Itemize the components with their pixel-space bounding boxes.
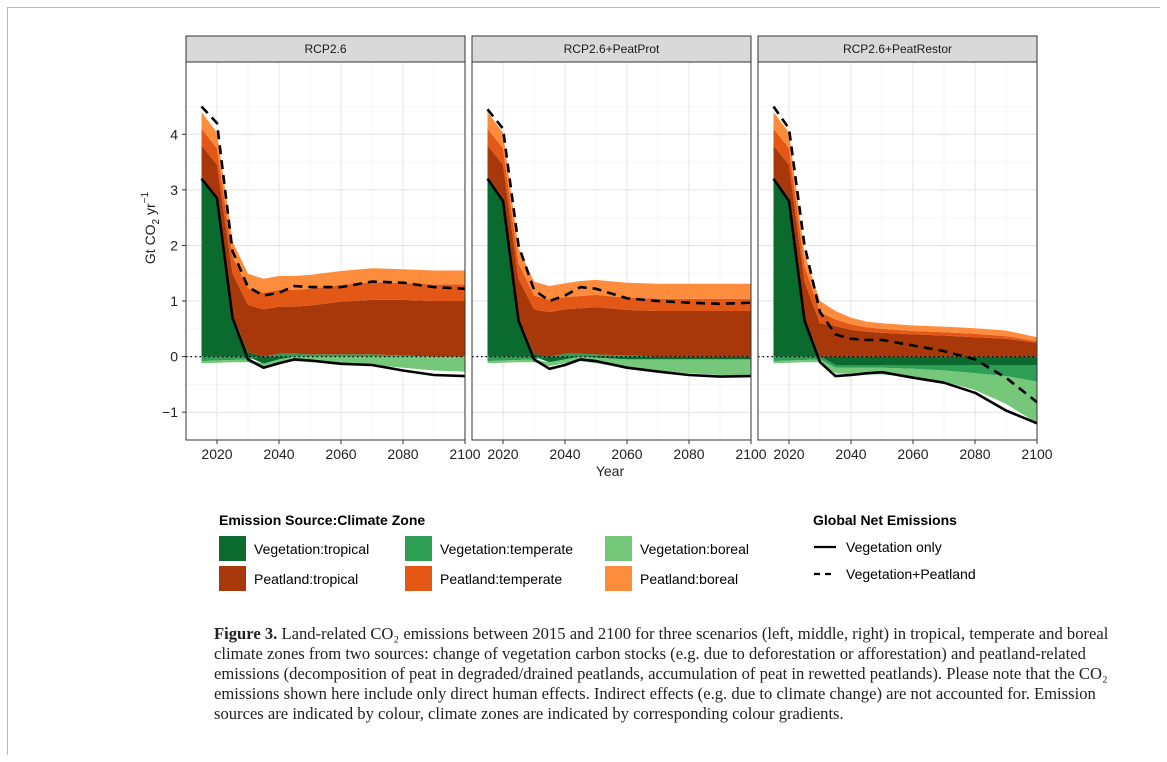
x-tick-label: 2020 [487,446,518,462]
legend-item-vegetation-temperate: Vegetation:temperate [405,536,573,561]
panel-strip [471,35,752,63]
x-tick-label: 2040 [263,446,294,462]
x-tick-label: 2020 [773,446,804,462]
area-vegetation-tropical [201,176,465,364]
panel-title: RCP2.6+PeatRestor [843,42,952,56]
x-tick-label: 2060 [611,446,642,462]
panel-border [757,61,1038,441]
legend-item-solid-line: Vegetation only [814,539,942,555]
area-vegetation-temperate [773,356,1037,382]
area-peatland-boreal [201,112,465,293]
figure-caption: Figure 3. Land-related CO₂ emissions bet… [214,624,1146,724]
y-tick-label: 1 [170,293,178,309]
y-tick-label: 3 [170,182,178,198]
legend-item-peatland-temperate: Peatland:temperate [405,566,562,591]
x-tick-label: 2080 [959,446,990,462]
legend-item-dashed-line: Vegetation+Peatland [814,566,976,582]
x-tick-label: 2080 [673,446,704,462]
chart-panels: RCP2.6 2020 2040 2060 2080 2100 −1 0 1 2 3 4 RCP2.6+… [162,35,1053,462]
area-vegetation-tropical [487,176,751,363]
legend-item-vegetation-tropical: Vegetation:tropical [219,536,369,561]
line-legend-title: Global Net Emissions [813,512,957,528]
caption-label: Figure 3. [214,624,278,643]
legend-swatch [219,536,246,561]
panel-strip [757,35,1038,63]
legend-label: Peatland:tropical [254,571,358,587]
y-tick-label: 0 [170,349,178,365]
legend-label: Peatland:temperate [440,571,562,587]
legend-swatch [405,536,432,561]
panel-2: RCP2.6+PeatProt 2020 2040 2060 2080 2100 [471,35,767,462]
panel-1: RCP2.6 2020 2040 2060 2080 2100 −1 0 1 2 3 4 [162,35,481,462]
panel-title: RCP2.6+PeatProt [564,42,660,56]
legend-item-vegetation-boreal: Vegetation:boreal [605,536,749,561]
panel-3: RCP2.6+PeatRestor 2020 2040 2060 2080 2100 [757,35,1053,462]
area-vegetation-tropical [773,176,1037,365]
panel-border [185,61,466,441]
area-vegetation-boreal [201,356,465,372]
legend-swatch [405,566,432,591]
panel-strip [185,35,466,63]
line-legend-items: Vegetation only Vegetation+Peatland [814,539,976,582]
line-vegetation-peatland [772,105,1038,404]
x-tick-label: 2060 [897,446,928,462]
caption-text: Land-related CO₂ emissions between 2015 … [214,624,1109,723]
fill-legend-items: Vegetation:tropical Vegetation:temperate V… [219,536,749,591]
x-tick-label: 2100 [1021,446,1052,462]
y-tick-label: −1 [162,404,178,420]
y-tick-label: 2 [170,237,178,253]
legend-label: Vegetation:temperate [440,541,573,557]
legend-item-peatland-tropical: Peatland:tropical [219,566,358,591]
area-vegetation-temperate [487,353,751,362]
line-vegetation-only [486,177,752,378]
emissions-chart: Gt CO2 yr−1 Year RCP2.6 2020 2040 2060 2080 2… [140,35,1053,591]
area-peatland-temperate [201,128,465,310]
legend-swatch [219,566,246,591]
legend-label: Peatland:boreal [640,571,738,587]
legend-item-peatland-boreal: Peatland:boreal [605,566,738,591]
area-peatland-tropical [487,145,751,357]
x-tick-label: 2040 [835,446,866,462]
x-tick-label: 2020 [201,446,232,462]
legend-line-label: Vegetation+Peatland [846,566,976,582]
legend-swatch [605,566,632,591]
x-tick-label: 2040 [549,446,580,462]
panel-border [471,61,752,441]
legend-label: Vegetation:tropical [254,541,369,557]
x-tick-label: 2100 [449,446,480,462]
x-axis-label: Year [596,463,625,479]
area-vegetation-boreal [773,359,1037,424]
line-vegetation-only [772,177,1038,425]
line-vegetation-peatland [200,105,466,297]
line-vegetation-only [200,177,466,378]
fill-legend-title: Emission Source:Climate Zone [219,512,425,528]
legend-label: Vegetation:boreal [640,541,749,557]
x-tick-label: 2100 [735,446,766,462]
area-vegetation-temperate [201,353,465,362]
x-tick-label: 2060 [325,446,356,462]
x-tick-label: 2080 [387,446,418,462]
panel-title: RCP2.6 [304,42,346,56]
y-axis-label: Gt CO2 yr−1 [140,191,162,264]
figure-frame [7,7,1160,755]
area-peatland-tropical [201,145,465,357]
legend-line-label: Vegetation only [846,539,942,555]
legend: Emission Source:Climate Zone Vegetation:… [219,512,976,591]
line-vegetation-peatland [486,108,752,306]
y-tick-label: 4 [170,126,178,142]
legend-swatch [605,536,632,561]
